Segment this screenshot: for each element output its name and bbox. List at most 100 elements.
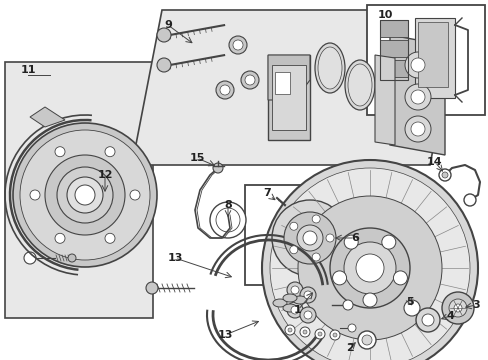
Ellipse shape [314,43,345,93]
Circle shape [303,330,306,334]
Text: 7: 7 [263,188,270,198]
Bar [379,20,407,80]
Text: 1: 1 [293,305,301,315]
Bar [414,18,454,98]
Polygon shape [267,55,309,100]
Text: 2: 2 [346,343,353,353]
Circle shape [209,202,245,238]
Circle shape [404,52,430,78]
Circle shape [410,90,424,104]
Circle shape [441,292,473,324]
Circle shape [361,335,371,345]
Circle shape [289,246,297,254]
Text: 13: 13 [167,253,183,263]
Polygon shape [374,55,394,145]
Circle shape [105,233,115,243]
Circle shape [55,233,65,243]
Text: 12: 12 [97,170,113,180]
Text: 4: 4 [445,311,453,321]
Bar [379,40,407,57]
Circle shape [68,254,76,262]
Circle shape [329,330,339,340]
Circle shape [415,308,439,332]
Bar [244,185,354,285]
Circle shape [105,147,115,157]
Circle shape [304,311,311,319]
Circle shape [410,58,424,72]
Circle shape [381,235,395,249]
Circle shape [303,231,316,245]
Polygon shape [30,107,65,127]
Text: 5: 5 [406,297,413,307]
Bar [379,20,407,37]
Circle shape [13,123,157,267]
Bar [417,22,447,87]
Circle shape [67,177,103,213]
Text: 10: 10 [377,10,392,20]
Text: 13: 13 [217,330,232,340]
Text: 9: 9 [164,20,172,30]
Ellipse shape [345,60,374,110]
Circle shape [45,155,125,235]
Ellipse shape [283,304,296,312]
Circle shape [285,325,294,335]
Circle shape [55,147,65,157]
Circle shape [342,300,352,310]
Text: 11: 11 [20,65,36,75]
Circle shape [269,168,469,360]
Circle shape [311,215,320,223]
Circle shape [448,299,466,317]
Text: 8: 8 [224,200,231,210]
Circle shape [290,306,298,314]
Circle shape [157,28,171,42]
Circle shape [404,84,430,110]
Circle shape [410,122,424,136]
Text: 6: 6 [350,233,358,243]
Circle shape [75,185,95,205]
Text: 15: 15 [189,153,204,163]
Ellipse shape [283,294,296,302]
Circle shape [325,234,333,242]
Circle shape [232,40,243,50]
Circle shape [20,130,150,260]
Circle shape [146,282,158,294]
Circle shape [24,252,36,264]
Circle shape [314,329,325,339]
Circle shape [299,307,315,323]
Bar [5,62,153,318]
Circle shape [311,253,320,261]
Circle shape [289,222,297,230]
Circle shape [296,225,323,251]
Circle shape [213,163,223,173]
Circle shape [287,328,291,332]
Circle shape [317,332,321,336]
Circle shape [299,327,309,337]
Circle shape [347,324,355,332]
Circle shape [30,190,40,200]
Polygon shape [132,10,459,165]
Bar [267,55,309,140]
Circle shape [57,167,113,223]
Circle shape [357,331,375,349]
Circle shape [284,212,335,264]
Circle shape [130,190,140,200]
Circle shape [343,242,395,294]
Ellipse shape [317,47,341,89]
Circle shape [441,172,447,178]
Ellipse shape [272,299,286,307]
Bar [379,60,407,77]
Circle shape [304,291,311,299]
Circle shape [393,271,407,285]
Circle shape [453,304,461,312]
Circle shape [286,302,303,318]
Polygon shape [389,35,444,155]
Circle shape [344,235,357,249]
Circle shape [403,300,419,316]
Circle shape [299,287,315,303]
Bar [271,65,305,130]
Bar [274,72,289,94]
Circle shape [262,160,477,360]
Circle shape [290,286,298,294]
Circle shape [355,254,383,282]
Circle shape [421,314,433,326]
